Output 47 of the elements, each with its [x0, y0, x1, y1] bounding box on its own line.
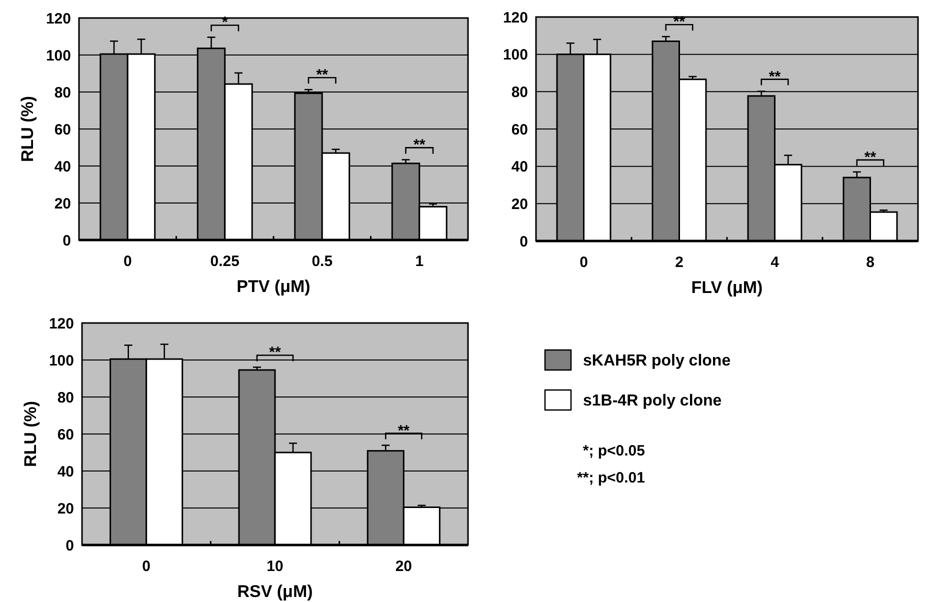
y-tick-label: 80 — [57, 389, 74, 406]
x-tick-label: 0 — [580, 254, 588, 271]
y-tick-label: 80 — [54, 84, 71, 102]
annotation: ** — [864, 148, 876, 166]
y-tick-label: 40 — [511, 158, 528, 176]
x-tick-label: 10 — [266, 558, 284, 575]
x-tick-label: 0.5 — [312, 253, 333, 270]
annotation: ** — [414, 136, 426, 154]
y-tick-label: 100 — [502, 46, 528, 64]
annotation: ** — [398, 422, 410, 440]
x-tick-label: 1 — [415, 253, 424, 270]
text: *; p<0.05 — [582, 442, 645, 460]
y-tick-label: 60 — [54, 121, 71, 138]
y-tick-label: 20 — [511, 196, 528, 213]
annotation: ** — [269, 344, 281, 362]
y-tick-label: 60 — [511, 121, 528, 138]
y-axis-title: RLU (%) — [21, 400, 40, 468]
x-tick-label: 0.25 — [210, 253, 240, 270]
x-axis-title: FLV (μM) — [691, 278, 763, 297]
y-tick-label: 0 — [62, 232, 71, 250]
x-tick-label: 0 — [123, 253, 132, 270]
y-tick-label: 0 — [520, 233, 528, 250]
y-tick-label: 20 — [57, 500, 74, 518]
y-tick-label: 120 — [46, 10, 71, 28]
text: **; p<0.01 — [577, 469, 645, 486]
y-tick-label: 0 — [66, 537, 74, 554]
annotation: ** — [316, 66, 328, 84]
y-tick-label: 20 — [54, 195, 71, 212]
x-tick-label: 4 — [770, 254, 780, 271]
y-tick-label: 80 — [511, 84, 528, 101]
legend-label: s1B-4R poly clone — [583, 392, 722, 410]
y-tick-label: 40 — [57, 463, 74, 480]
y-tick-label: 100 — [46, 47, 71, 64]
y-tick-label: 120 — [48, 315, 74, 332]
y-tick-label: 60 — [57, 426, 74, 444]
x-tick-label: 20 — [395, 558, 412, 575]
x-axis-title: PTV (μM) — [236, 277, 310, 296]
y-axis-title: RLU (%) — [18, 96, 37, 162]
x-tick-label: 0 — [142, 558, 151, 575]
x-tick-label: 8 — [866, 254, 874, 271]
annotation: ** — [768, 68, 781, 86]
y-tick-label: 100 — [48, 352, 74, 370]
y-tick-label: 40 — [54, 158, 71, 176]
legend-label: sKAH5R poly clone — [583, 352, 731, 370]
y-tick-label: 120 — [502, 9, 528, 26]
x-tick-label: 2 — [675, 254, 684, 271]
x-axis-title: RSV (μM) — [237, 582, 313, 601]
